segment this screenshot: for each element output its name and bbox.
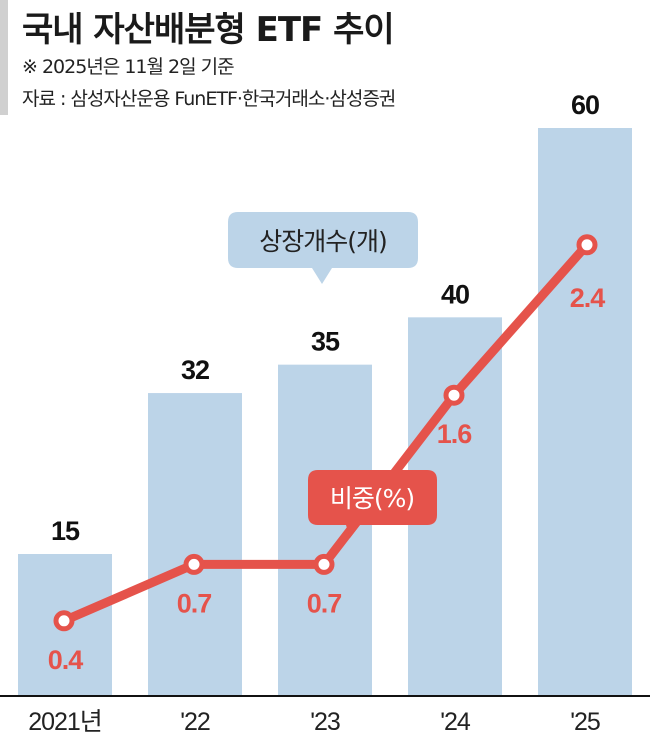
bar-legend-label: 상장개수(개)	[259, 227, 387, 256]
line-value-label-3: 1.6	[437, 419, 473, 449]
line-point-1	[183, 553, 205, 575]
x-tick-label-4: '25	[570, 708, 600, 736]
line-value-label-0: 0.4	[48, 645, 84, 675]
line-point-0	[53, 610, 75, 632]
line-point-4	[576, 234, 598, 256]
bar-value-label-1: 32	[181, 355, 209, 385]
x-tick-label-1: '22	[180, 708, 210, 736]
bar-1	[148, 393, 242, 696]
line-legend-bubble	[308, 470, 437, 538]
bar-value-label-2: 35	[311, 327, 340, 357]
x-tick-label-0: 2021년	[28, 708, 102, 736]
line-point-3	[443, 384, 465, 406]
line-point-2	[313, 553, 335, 575]
x-tick-label-3: '24	[440, 708, 471, 736]
line-legend-label: 비중(%)	[330, 484, 414, 513]
chart-title: 국내 자산배분형 ETF 추이	[22, 10, 395, 50]
x-tick-label-2: '23	[310, 708, 340, 736]
bar-value-label-4: 60	[571, 90, 599, 120]
bar-value-label-0: 15	[51, 516, 80, 546]
bar-value-label-3: 40	[441, 279, 469, 309]
chart-subtitle: ※ 2025년은 11월 2일 기준	[22, 56, 235, 78]
chart-source: 자료 : 삼성자산운용 FunETF·한국거래소·삼성증권	[22, 88, 396, 110]
bar-4	[538, 128, 632, 696]
bar-legend-bubble	[228, 212, 418, 284]
line-value-label-2: 0.7	[307, 588, 342, 618]
line-value-label-4: 2.4	[570, 283, 606, 313]
bar-2	[278, 364, 372, 696]
line-value-label-1: 0.7	[177, 588, 212, 618]
side-accent-bar	[0, 0, 8, 115]
